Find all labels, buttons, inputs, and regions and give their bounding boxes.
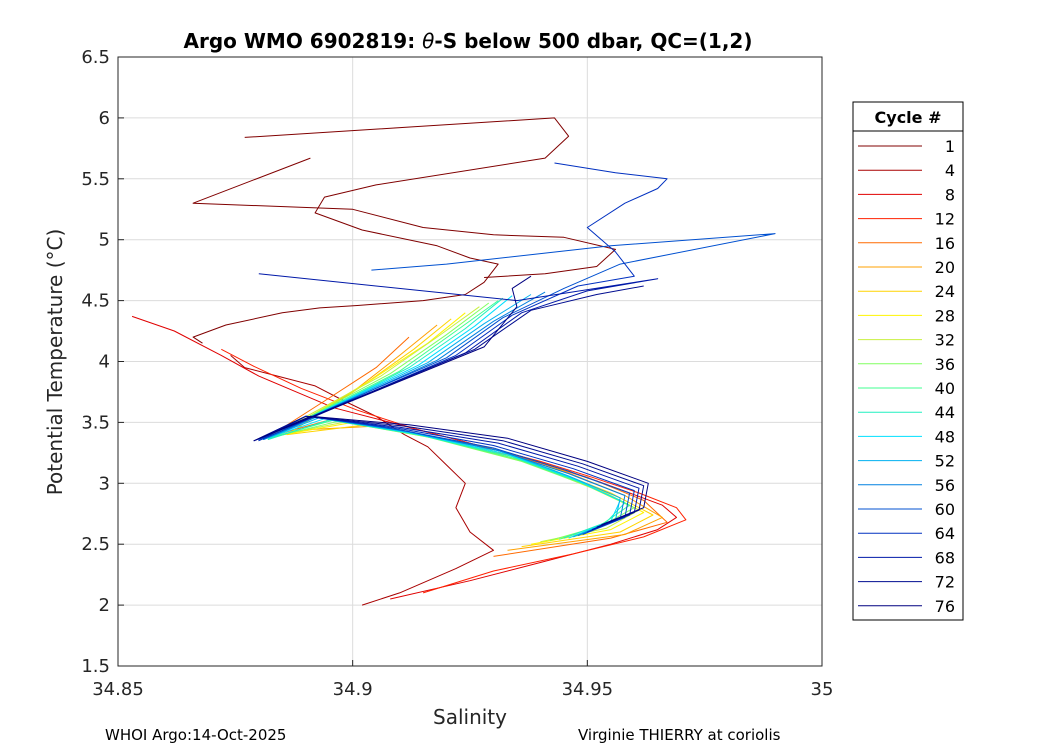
legend-label: 16 bbox=[935, 234, 955, 253]
legend-label: 36 bbox=[935, 355, 955, 374]
y-tick-label: 6.5 bbox=[81, 47, 110, 68]
legend-label: 40 bbox=[935, 379, 955, 398]
y-tick-label: 3.5 bbox=[81, 412, 110, 433]
y-tick-label: 5.5 bbox=[81, 169, 110, 190]
series-line-cycle-64 bbox=[258, 162, 668, 533]
y-tick-label: 6 bbox=[99, 108, 110, 129]
legend-label: 48 bbox=[935, 427, 955, 446]
series-line-cycle-1 bbox=[192, 117, 570, 344]
legend-label: 32 bbox=[935, 331, 955, 350]
legend-label: 12 bbox=[935, 210, 955, 229]
chart-title: Argo WMO 6902819: θ-S below 500 dbar, QC… bbox=[184, 29, 753, 53]
x-tick-label: 34.85 bbox=[92, 679, 144, 700]
plot-frame bbox=[117, 56, 823, 667]
legend-label: 56 bbox=[935, 476, 955, 495]
y-tick-label: 2.5 bbox=[81, 534, 110, 555]
y-tick-label: 1.5 bbox=[81, 656, 110, 677]
legend-label: 64 bbox=[935, 524, 955, 543]
legend-label: 8 bbox=[945, 185, 955, 204]
legend-label: 1 bbox=[945, 137, 955, 156]
footer-left: WHOI Argo:14-Oct-2025 bbox=[105, 726, 286, 744]
series-line-cycle-60 bbox=[258, 233, 776, 535]
series-line-cycle-12 bbox=[221, 348, 687, 594]
y-tick-label: 4.5 bbox=[81, 291, 110, 312]
legend-label: 76 bbox=[935, 597, 955, 616]
legend-label: 68 bbox=[935, 548, 955, 567]
legend-label: 24 bbox=[935, 282, 955, 301]
footer-right: Virginie THIERRY at coriolis bbox=[578, 726, 781, 744]
y-tick-label: 3 bbox=[99, 473, 110, 494]
legend: Cycle # 14812162024283236404448525660646… bbox=[852, 101, 964, 621]
legend-label: 20 bbox=[935, 258, 955, 277]
series-line-cycle-72 bbox=[253, 285, 645, 528]
x-axis-label: Salinity bbox=[433, 705, 507, 729]
series-line-cycle-76 bbox=[253, 275, 649, 526]
legend-label: 44 bbox=[935, 403, 955, 422]
legend-label: 4 bbox=[945, 161, 955, 180]
y-tick-label: 2 bbox=[99, 595, 110, 616]
x-tick-labels: 34.85 34.9 34.95 35 bbox=[92, 679, 833, 700]
x-tick-label: 34.9 bbox=[333, 679, 373, 700]
x-tick-label: 35 bbox=[811, 679, 834, 700]
y-axis-label: Potential Temperature (°C) bbox=[43, 229, 67, 496]
legend-label: 28 bbox=[935, 306, 955, 325]
y-tick-labels: 1.5 2 2.5 3 3.5 4 4.5 5 5.5 6 6.5 bbox=[81, 47, 110, 677]
legend-label: 60 bbox=[935, 500, 955, 519]
grid-lines bbox=[117, 56, 823, 667]
series-line-cycle-1b bbox=[192, 157, 616, 278]
legend-title: Cycle # bbox=[875, 108, 942, 127]
legend-label: 52 bbox=[935, 452, 955, 471]
x-tick-label: 34.95 bbox=[562, 679, 614, 700]
series-group bbox=[131, 117, 776, 606]
y-tick-label: 4 bbox=[99, 352, 110, 373]
series-line-cycle-4 bbox=[230, 355, 494, 606]
y-tick-label: 5 bbox=[99, 230, 110, 251]
legend-label: 72 bbox=[935, 573, 955, 592]
